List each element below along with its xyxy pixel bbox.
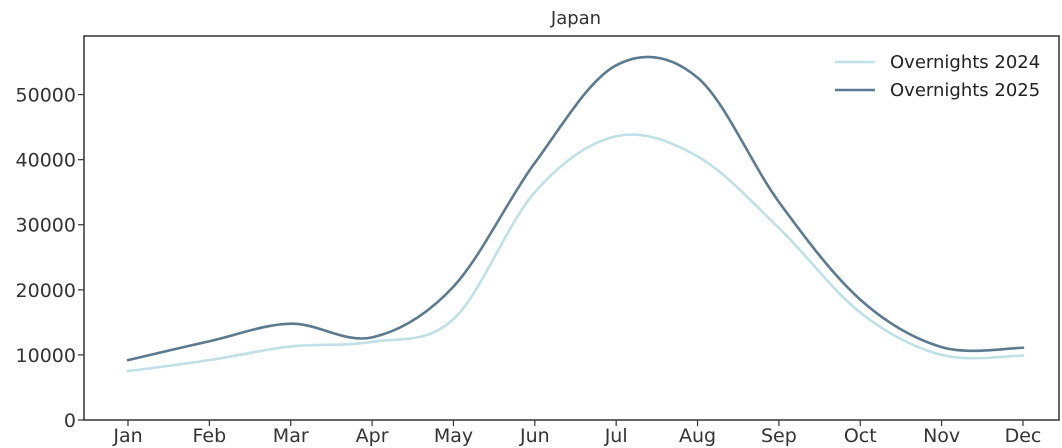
x-tick-label: Mar (273, 425, 309, 447)
x-tick-label: Jun (519, 425, 550, 447)
y-axis: 0 10000 20000 30000 40000 50000 (16, 85, 84, 432)
x-tick-label: Nov (923, 425, 960, 447)
y-tick-label: 40000 (16, 150, 76, 172)
x-tick-label: May (434, 425, 473, 447)
legend-label: Overnights 2024 (890, 52, 1040, 73)
y-tick-label: 50000 (16, 85, 76, 107)
x-tick-label: Sep (761, 425, 797, 447)
x-tick-label: Aug (679, 425, 716, 447)
y-tick-label: 10000 (16, 345, 76, 367)
y-tick-label: 0 (64, 410, 76, 432)
legend: Overnights 2024 Overnights 2025 (835, 52, 1040, 101)
x-tick-label: Feb (193, 425, 227, 447)
chart-title: Japan (550, 8, 601, 29)
y-tick-label: 30000 (16, 215, 76, 237)
series-line-1 (126, 133, 1025, 373)
x-tick-label: Jul (604, 425, 628, 447)
legend-label: Overnights 2025 (890, 80, 1040, 101)
series-lines (126, 55, 1025, 373)
x-tick-label: Jan (112, 425, 142, 447)
x-tick-label: Dec (1005, 425, 1042, 447)
x-tick-label: Apr (356, 425, 389, 447)
plot-frame (83, 35, 1060, 421)
x-axis: Jan Feb Mar Apr May Jun Jul Aug Sep Oct Nov Dec (112, 420, 1041, 447)
x-tick-label: Oct (844, 425, 877, 447)
series-line-2 (126, 55, 1025, 362)
y-tick-label: 20000 (16, 280, 76, 302)
